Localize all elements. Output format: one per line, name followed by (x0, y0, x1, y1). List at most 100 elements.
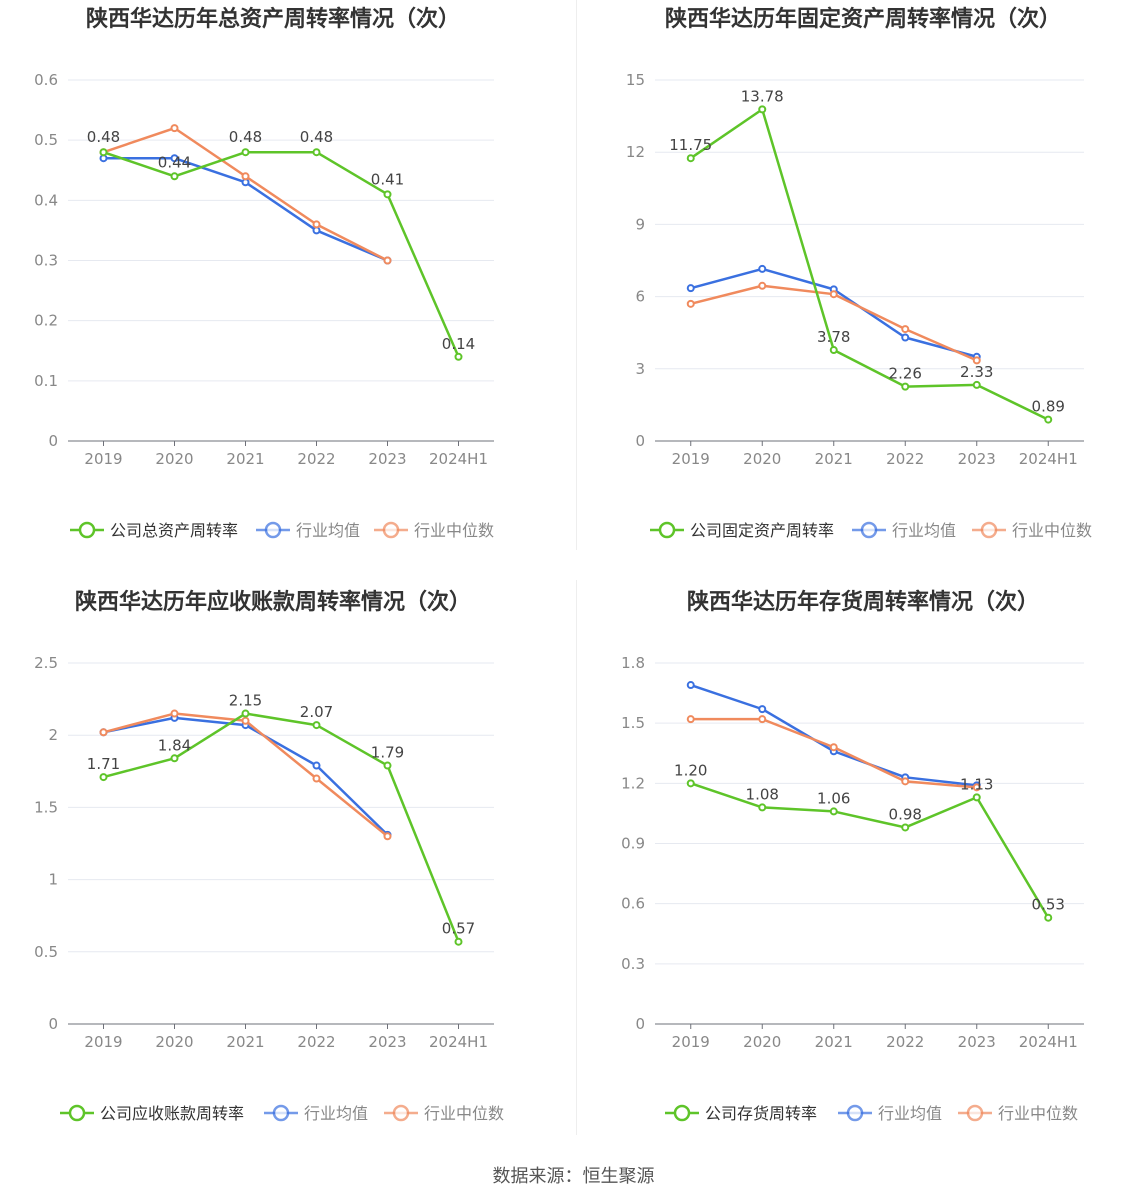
data-point-average (170, 154, 179, 163)
legend-item: 行业中位数 (972, 521, 1092, 540)
data-point-median (972, 783, 981, 792)
data-point-average (686, 284, 695, 293)
panel-divider (576, 580, 577, 1135)
legend-marker (68, 1104, 86, 1122)
data-point-median (170, 709, 179, 718)
x-tick-label: 2020 (743, 450, 781, 468)
data-label: 2.26 (889, 365, 922, 383)
x-tick-label: 2022 (886, 1033, 924, 1051)
data-point-median (972, 356, 981, 365)
data-point-company (829, 346, 838, 355)
chart-title: 陕西华达历年存货周转率情况（次） (687, 589, 1039, 615)
x-tick-label: 2019 (672, 450, 710, 468)
data-point-median (170, 124, 179, 133)
legend-item: 行业均值 (256, 521, 360, 540)
x-tick-label: 2022 (297, 1033, 335, 1051)
data-point-company (972, 793, 981, 802)
legend-label: 行业中位数 (998, 1104, 1078, 1123)
series-line-median (103, 126, 389, 262)
legend-marker (382, 521, 400, 539)
x-tick-label: 2019 (672, 1033, 710, 1051)
y-tick-label: 6 (635, 288, 645, 306)
data-label: 0.14 (442, 335, 475, 353)
data-point-company (241, 709, 250, 718)
legend-label: 行业均值 (892, 521, 956, 540)
y-tick-label: 9 (635, 215, 645, 233)
data-point-company (99, 773, 108, 782)
y-tick-label: 0.1 (34, 372, 58, 390)
data-label: 0.48 (87, 128, 120, 146)
legend-item: 公司总资产周转率 (70, 521, 238, 540)
data-point-average (901, 333, 910, 342)
legend-item: 公司存货周转率 (665, 1104, 817, 1123)
data-label: 0.53 (1032, 896, 1065, 914)
y-tick-label: 0.9 (621, 835, 645, 853)
data-point-median (901, 777, 910, 786)
legend-label: 行业均值 (878, 1104, 942, 1123)
legend-item: 行业均值 (852, 521, 956, 540)
data-label: 3.78 (817, 328, 850, 346)
x-tick-label: 2020 (743, 1033, 781, 1051)
data-point-median (758, 715, 767, 724)
data-point-median (241, 172, 250, 181)
y-tick-label: 2 (48, 726, 58, 744)
data-point-median (383, 256, 392, 265)
x-tick-label: 2023 (958, 450, 996, 468)
data-label: 0.44 (158, 153, 191, 171)
data-point-company (686, 779, 695, 788)
chart-title: 陕西华达历年应收账款周转率情况（次） (75, 589, 471, 615)
legend-marker (980, 521, 998, 539)
series-line-median (103, 712, 389, 838)
series-line-company (103, 150, 460, 358)
y-tick-label: 0.5 (34, 131, 58, 149)
x-tick-label: 2021 (226, 450, 264, 468)
x-tick-label: 2023 (958, 1033, 996, 1051)
x-tick-label: 2021 (815, 1033, 853, 1051)
data-point-average (758, 264, 767, 273)
data-label: 2.15 (229, 692, 262, 710)
data-point-company (972, 380, 981, 389)
x-tick-label: 2023 (368, 450, 406, 468)
y-tick-label: 0 (635, 432, 645, 450)
data-point-median (901, 325, 910, 334)
data-point-company (1044, 415, 1053, 424)
x-tick-label: 2020 (155, 450, 193, 468)
series-line-company (690, 108, 1049, 421)
legend-item: 行业均值 (838, 1104, 942, 1123)
data-point-median (686, 299, 695, 308)
y-tick-label: 2.5 (34, 654, 58, 672)
data-point-average (758, 705, 767, 714)
data-point-median (829, 290, 838, 299)
chart-title: 陕西华达历年总资产周转率情况（次） (86, 6, 460, 32)
data-label: 0.48 (300, 128, 333, 146)
data-point-company (170, 754, 179, 763)
data-label: 1.06 (817, 789, 850, 807)
legend-label: 行业均值 (304, 1104, 368, 1123)
chart-panel-inventory-turnover: 陕西华达历年存货周转率情况（次） 0 0.3 0.6 0.9 1.2 1.5 1.8 2019 2… (590, 583, 1147, 1166)
legend-marker (272, 1104, 290, 1122)
data-point-median (686, 715, 695, 724)
chart-svg: 陕西华达历年固定资产周转率情况（次） 0 3 6 9 12 15 2019 2020 2021 20… (626, 6, 1092, 540)
chart-panel-receivable-turnover: 陕西华达历年应收账款周转率情况（次） 0 0.5 1 1.5 2 2.5 2019 2020 20… (0, 583, 573, 1166)
data-label: 1.08 (746, 785, 779, 803)
legend-label: 行业中位数 (1012, 521, 1092, 540)
data-point-median (829, 743, 838, 752)
x-tick-label: 2019 (84, 450, 122, 468)
legend-item: 行业中位数 (374, 521, 494, 540)
data-point-median (99, 728, 108, 737)
data-label: 1.13 (960, 775, 993, 793)
data-label: 1.71 (87, 755, 120, 773)
data-point-company (1044, 913, 1053, 922)
legend-label: 公司应收账款周转率 (100, 1104, 244, 1123)
data-point-average (686, 681, 695, 690)
data-point-company (312, 148, 321, 157)
data-point-company (170, 172, 179, 181)
x-tick-label: 2022 (886, 450, 924, 468)
chart-title: 陕西华达历年固定资产周转率情况（次） (665, 6, 1061, 32)
legend-label: 公司总资产周转率 (110, 521, 238, 540)
data-label: 0.41 (371, 170, 404, 188)
data-label: 0.48 (229, 128, 262, 146)
data-point-company (454, 352, 463, 361)
y-tick-label: 0.5 (34, 943, 58, 961)
data-point-company (901, 382, 910, 391)
